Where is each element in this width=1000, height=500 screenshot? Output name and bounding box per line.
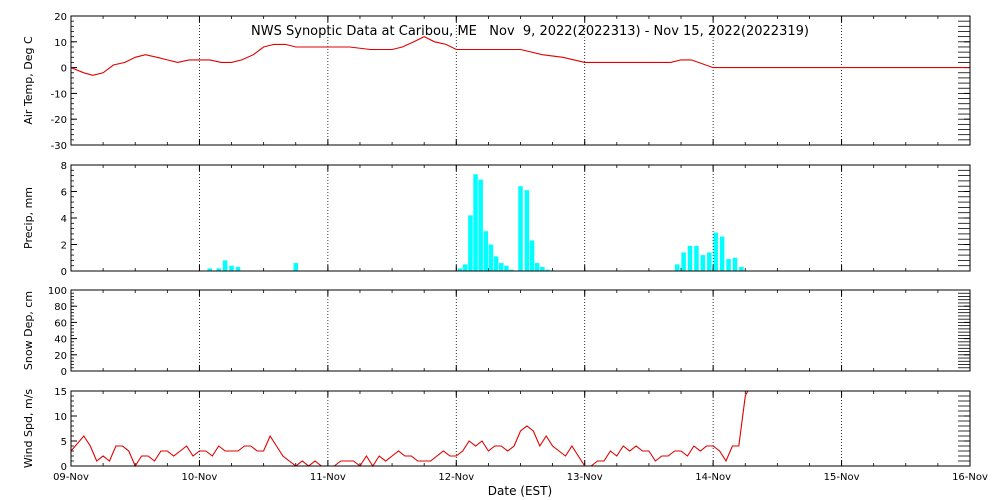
precip-bar [463, 264, 468, 271]
precip-bar [726, 259, 731, 271]
x-tick-label: 15-Nov [824, 472, 860, 483]
precip-bar [216, 268, 221, 271]
x-tick-label: 12-Nov [438, 472, 474, 483]
y-axis-label-temp: Air Temp, Deg C [22, 36, 35, 125]
precip-bar [457, 268, 463, 271]
precip-bar [713, 232, 718, 271]
precip-bar [739, 267, 744, 271]
precip-bar [509, 269, 514, 271]
y-tick-label-wind: 5 [61, 437, 67, 448]
precip-bar [545, 269, 550, 271]
panel-snow: 100 80 60 40 20 0 Snow Dep, cm [22, 286, 971, 378]
precip-bar [207, 268, 212, 271]
air-temp-line [70, 35, 970, 76]
precip-bar [483, 231, 489, 271]
precip-bar [504, 265, 509, 271]
panel-frame-wind [70, 390, 971, 467]
y-tick-label-temp: -30 [51, 141, 67, 152]
y-tick-label-snow: 100 [48, 286, 67, 297]
panel-precip: 8 6 4 2 0 Precip, mm [22, 161, 971, 278]
precip-bar [732, 257, 738, 271]
y-axis-label-wind: Wind Spd, m/s [22, 389, 35, 469]
y-tick-label-wind: 10 [54, 412, 67, 423]
panel-wind: 15 10 5 0 Wind Spd, m/s [22, 387, 971, 473]
y-tick-label-snow: 60 [54, 318, 67, 329]
precip-bar [534, 263, 540, 271]
y-tick-label-wind: 15 [54, 387, 67, 398]
y-tick-label-precip: 2 [61, 241, 67, 252]
precip-bar [235, 267, 241, 271]
x-tick-label: 09-Nov [53, 472, 89, 483]
precip-bar [681, 252, 686, 271]
x-tick-label: 16-Nov [952, 472, 988, 483]
precip-bar [488, 244, 494, 271]
precip-bar [473, 174, 478, 271]
panel-temp: 20 10 0 -10 -20 -30 Air Temp, Deg C [22, 12, 971, 152]
precip-bar [694, 245, 699, 271]
y-tick-label-precip: 0 [61, 267, 67, 278]
chart-title: NWS Synoptic Data at Caribou, ME Nov 9, … [251, 24, 809, 39]
y-tick-label-temp: -10 [51, 89, 67, 100]
precip-bar [540, 267, 545, 271]
y-tick-label-snow: 40 [54, 335, 67, 346]
panel-frame-temp [70, 15, 971, 146]
precip-bar [518, 186, 523, 271]
panel-frame-precip [70, 164, 971, 272]
precip-bar [293, 263, 298, 271]
precip-bar [700, 255, 706, 271]
y-axis-label-snow: Snow Dep, cm [22, 291, 35, 370]
precip-bar [222, 260, 228, 271]
wind-speed-line [70, 395, 746, 468]
precip-bar [687, 245, 693, 271]
y-tick-label-wind: 0 [61, 462, 67, 473]
precip-bar [468, 215, 473, 271]
y-tick-label-temp: 0 [61, 64, 67, 75]
y-tick-label-temp: -20 [51, 115, 67, 126]
precip-bar [498, 263, 504, 271]
y-tick-label-temp: 20 [54, 12, 67, 23]
precip-bar [524, 190, 530, 271]
wind-speed-line-extension [744, 390, 749, 397]
y-tick-label-snow: 20 [54, 351, 67, 362]
x-tick-label: 13-Nov [567, 472, 603, 483]
precip-bar [493, 256, 499, 271]
x-tick-label: 10-Nov [181, 472, 217, 483]
x-tick-label: 11-Nov [310, 472, 346, 483]
y-tick-label-precip: 4 [61, 214, 67, 225]
precip-bar [719, 236, 725, 271]
precip-bar [707, 252, 712, 271]
panel-frame-snow [70, 289, 971, 372]
y-tick-label-snow: 0 [61, 367, 67, 378]
precip-bar [478, 179, 483, 271]
x-axis-label: Date (EST) [488, 484, 552, 498]
x-tick-label: 14-Nov [695, 472, 731, 483]
precip-bar [229, 265, 234, 271]
y-tick-label-snow: 80 [54, 302, 67, 313]
y-axis-label-precip: Precip, mm [22, 187, 35, 249]
y-tick-label-precip: 6 [61, 188, 67, 199]
y-tick-label-temp: 10 [54, 38, 67, 49]
y-tick-label-precip: 8 [61, 161, 67, 172]
precip-bar [529, 240, 535, 271]
precip-bar [674, 264, 680, 271]
